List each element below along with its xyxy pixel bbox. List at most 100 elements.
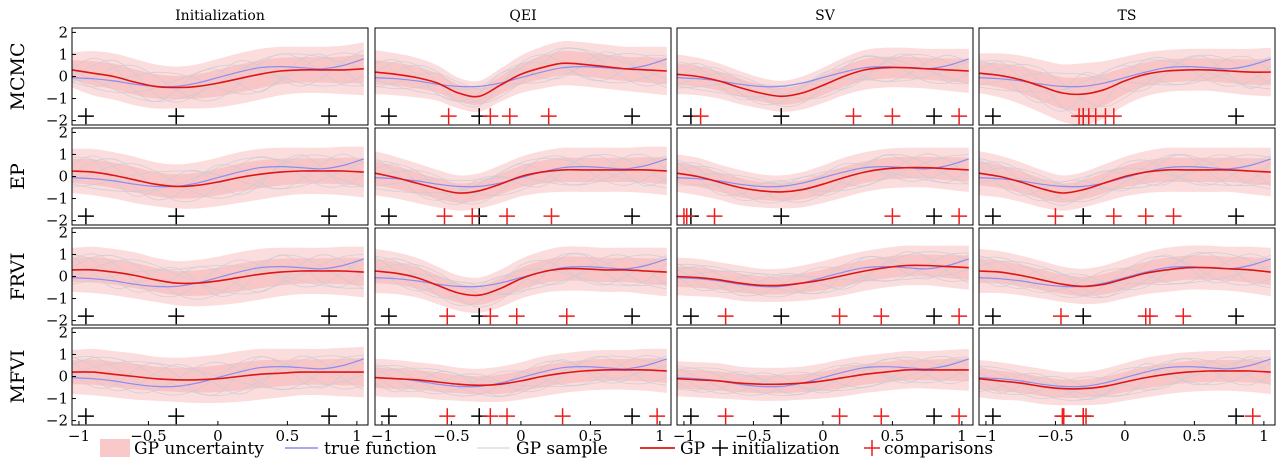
comparison-marker: [508, 308, 525, 325]
comparison-marker: [706, 208, 723, 225]
gp-sample-line: [375, 61, 667, 90]
initialization-marker: [773, 308, 790, 325]
gp-sample-line: [375, 47, 667, 103]
y-tick-label: 2: [58, 123, 68, 141]
gp-sample-line: [72, 52, 364, 95]
panel-frame: [978, 27, 1276, 126]
initialization-marker: [926, 408, 943, 425]
gp-sample-line: [375, 155, 668, 205]
initialization-marker: [682, 308, 699, 325]
gp-sample-line: [979, 252, 1271, 298]
panel-ep-sv: [675, 127, 974, 226]
legend-uncertainty-swatch: [100, 439, 130, 457]
gp-sample-line: [375, 157, 667, 194]
gp-sample-line: [677, 364, 969, 396]
comparison-marker: [1165, 208, 1182, 225]
gp-mean-line: [979, 370, 1271, 390]
comparison-marker: [692, 108, 709, 125]
gp-sample-line: [375, 47, 667, 104]
y-tick-label: −2: [46, 112, 68, 130]
gp-sample-line: [979, 252, 1271, 291]
comparison-marker: [482, 108, 499, 125]
gp-sample-line: [375, 356, 667, 393]
gp-sample-line: [979, 357, 1271, 401]
initialization-marker: [380, 408, 397, 425]
gp-sample-line: [677, 356, 969, 396]
y-tick-label: 2: [58, 323, 68, 341]
gp-sample-line: [72, 355, 364, 397]
x-tick-label: 0: [516, 427, 526, 445]
initialization-marker: [1228, 208, 1245, 225]
gp-sample-line: [979, 356, 1272, 396]
uncertainty-band-inner: [375, 256, 667, 306]
gp-sample-line: [677, 167, 969, 186]
initialization-marker: [1228, 308, 1245, 325]
initialization-marker: [168, 108, 185, 125]
gp-mean-line: [979, 266, 1271, 288]
gp-sample-line: [375, 51, 667, 102]
comparison-marker: [499, 208, 516, 225]
comparison-marker: [831, 408, 848, 425]
gp-sample-line: [979, 356, 1271, 401]
uncertainty-band-outer: [979, 147, 1271, 211]
gp-sample-line: [72, 265, 364, 289]
gp-sample-line: [72, 254, 365, 297]
gp-sample-line: [979, 59, 1271, 93]
y-tick-label: 1: [58, 245, 68, 263]
initialization-marker: [624, 108, 641, 125]
initialization-marker: [380, 308, 397, 325]
comparison-marker: [558, 308, 575, 325]
x-tick-label: 0: [1120, 427, 1130, 445]
gp-sample-line: [375, 354, 667, 395]
gp-sample-line: [375, 53, 667, 90]
gp-sample-line: [375, 360, 667, 397]
gp-sample-line: [72, 49, 364, 103]
gp-sample-line: [375, 365, 667, 388]
uncertainty-band-inner: [677, 56, 969, 105]
comparison-marker: [951, 208, 968, 225]
comparison-marker: [873, 308, 890, 325]
initialization-marker: [926, 108, 943, 125]
y-tick-label: −2: [46, 312, 68, 330]
comparison-marker: [1175, 308, 1192, 325]
panel-ep-qei: [374, 127, 672, 226]
panel-frame: [676, 127, 974, 226]
initialization-marker: [168, 408, 185, 425]
uncertainty-band-outer: [979, 245, 1271, 305]
panel-mfvi-qei: −1 −0.5 0 0.5 1: [371, 327, 672, 445]
y-tick-label: 2: [58, 223, 68, 241]
y-tick-label: −1: [46, 390, 68, 408]
panel-mcmc-initialization: −2 −1 0 1 2 MCMC Initialization: [7, 8, 369, 130]
legend-initialization-label: initialization: [732, 439, 840, 459]
true-function-line: [72, 258, 364, 288]
initialization-marker: [77, 108, 94, 125]
x-tick-label: −0.5: [433, 427, 469, 445]
y-tick-label: 0: [58, 68, 68, 86]
uncertainty-band-outer: [72, 42, 364, 109]
comparison-marker: [884, 108, 901, 125]
y-tick-label: 0: [58, 268, 68, 286]
x-tick-label: 1: [957, 427, 967, 445]
comparison-marker: [1244, 408, 1261, 425]
panel-mfvi-ts: −1 −0.5 0 0.5 1: [975, 327, 1276, 445]
comparison-marker: [1137, 208, 1154, 225]
gp-sample-line: [979, 167, 1271, 186]
legend: GP uncertainty true function GP sample G…: [100, 439, 993, 459]
x-tick-label: 0.5: [578, 427, 602, 445]
gp-sample-line: [979, 260, 1271, 286]
legend-comparisons-label: comparisons: [884, 439, 993, 459]
comparison-marker: [951, 408, 968, 425]
gp-sample-line: [72, 153, 364, 201]
initialization-marker: [773, 108, 790, 125]
gp-mean-line: [375, 369, 667, 387]
gp-sample-line: [375, 54, 667, 108]
comparison-marker: [554, 408, 571, 425]
x-tick-label: −1: [673, 427, 695, 445]
panel-frame: [374, 127, 672, 226]
gp-sample-line: [72, 354, 364, 394]
initialization-marker: [624, 208, 641, 225]
x-tick-label: −0.5: [130, 427, 166, 445]
gp-mean-line: [677, 66, 969, 98]
